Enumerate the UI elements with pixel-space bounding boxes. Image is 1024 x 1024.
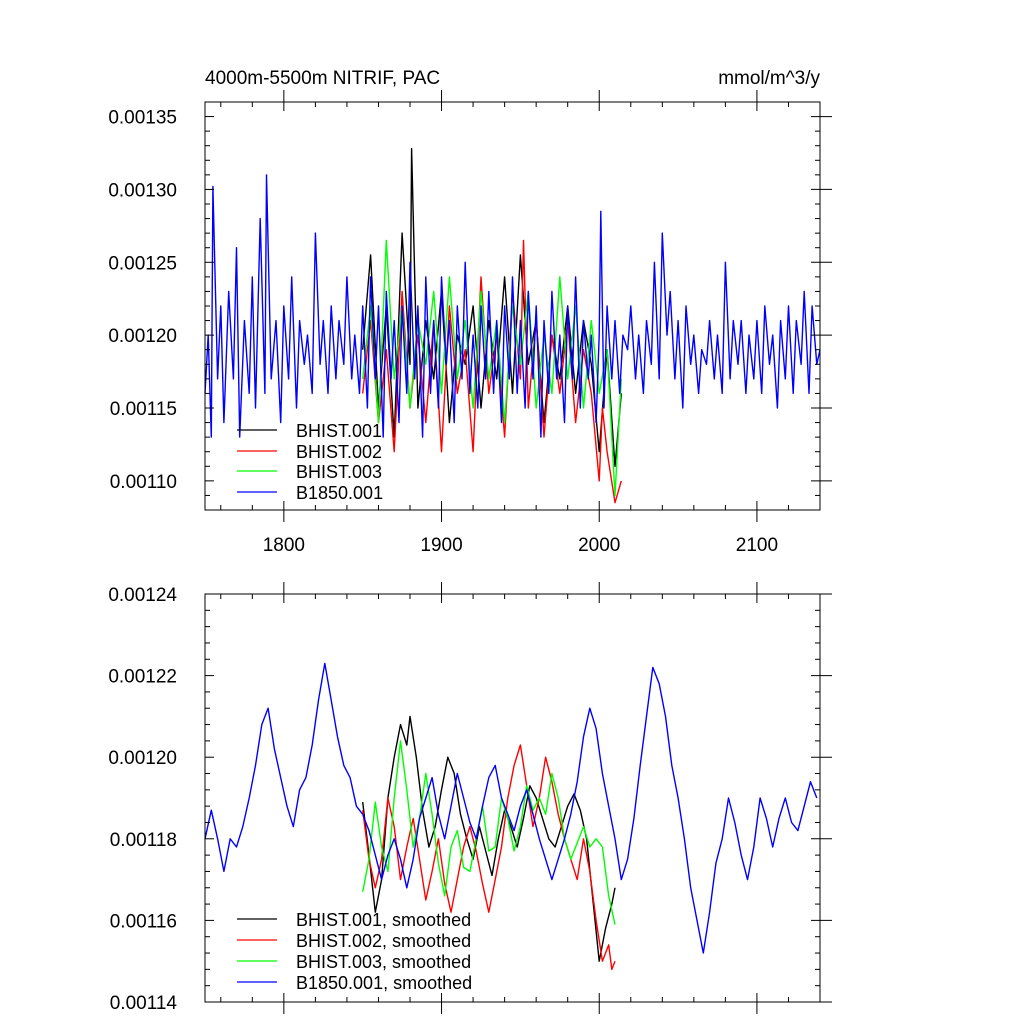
series-line-bhist-003 (362, 239, 622, 497)
y-tick-label: 0.00124 (108, 585, 177, 606)
chart-title-right: mmol/m^3/y (718, 68, 820, 89)
legend-label-bhist-001: BHIST.001 (296, 421, 382, 441)
y-tick-label: 0.00122 (108, 667, 177, 688)
legend: BHIST.001, smoothed BHIST.002, smoothed … (237, 910, 472, 993)
series-line-bhist-002-smoothed (362, 744, 616, 971)
y-tick-label: 0.00120 (108, 326, 177, 347)
plot-frame (204, 101, 821, 511)
legend-label-b1850-001-smoothed: B1850.001, smoothed (296, 973, 472, 993)
y-tick-label: 0.00116 (110, 911, 177, 932)
legend-label-bhist-003: BHIST.003 (296, 462, 382, 482)
legend-label-b1850-001: B1850.001 (296, 483, 383, 503)
plot-frame (204, 593, 821, 1003)
series-line-bhist-001-smoothed (362, 715, 616, 962)
series-line-b1850-001 (204, 174, 821, 438)
legend: BHIST.001 BHIST.002 BHIST.003 B1850.001 (237, 421, 383, 503)
y-tick-label: 0.00120 (108, 748, 177, 769)
y-tick-label: 0.00110 (110, 472, 177, 493)
series-layer (204, 662, 818, 971)
axis-ticks: 0.00114 0.00116 0.00118 0.00120 0.00122 0.001… (108, 582, 832, 1014)
x-tick-label: 2100 (736, 535, 778, 556)
legend-label-bhist-002: BHIST.002 (296, 442, 382, 462)
x-tick-label: 2000 (578, 535, 620, 556)
y-tick-label: 0.00130 (108, 180, 177, 201)
legend-label-bhist-002-smoothed: BHIST.002, smoothed (296, 931, 471, 951)
panel-smoothed: 0.00114 0.00116 0.00118 0.00120 0.00122 0.001… (108, 582, 832, 1014)
chart-title-left: 4000m-5500m NITRIF, PAC (205, 68, 440, 89)
axis-ticks: 1800 1900 2000 2100 0.00110 0.00115 0.00120 0.0… (108, 90, 832, 556)
y-tick-label: 0.00115 (110, 399, 177, 420)
legend-label-bhist-001-smoothed: BHIST.001, smoothed (296, 910, 471, 930)
y-tick-label: 0.00135 (108, 108, 177, 129)
y-tick-label: 0.00125 (108, 253, 177, 274)
series-line-b1850-001-smoothed (204, 662, 818, 954)
series-line-bhist-003-smoothed (362, 740, 616, 925)
legend-label-bhist-003-smoothed: BHIST.003, smoothed (296, 952, 471, 972)
y-tick-label: 0.00118 (110, 830, 177, 851)
series-layer (204, 147, 821, 504)
x-tick-label: 1900 (420, 535, 462, 556)
panel-raw: 4000m-5500m NITRIF, PAC mmol/m^3/y 1800 1… (108, 68, 832, 556)
y-tick-label: 0.00114 (110, 993, 178, 1014)
x-tick-label: 1800 (263, 535, 305, 556)
